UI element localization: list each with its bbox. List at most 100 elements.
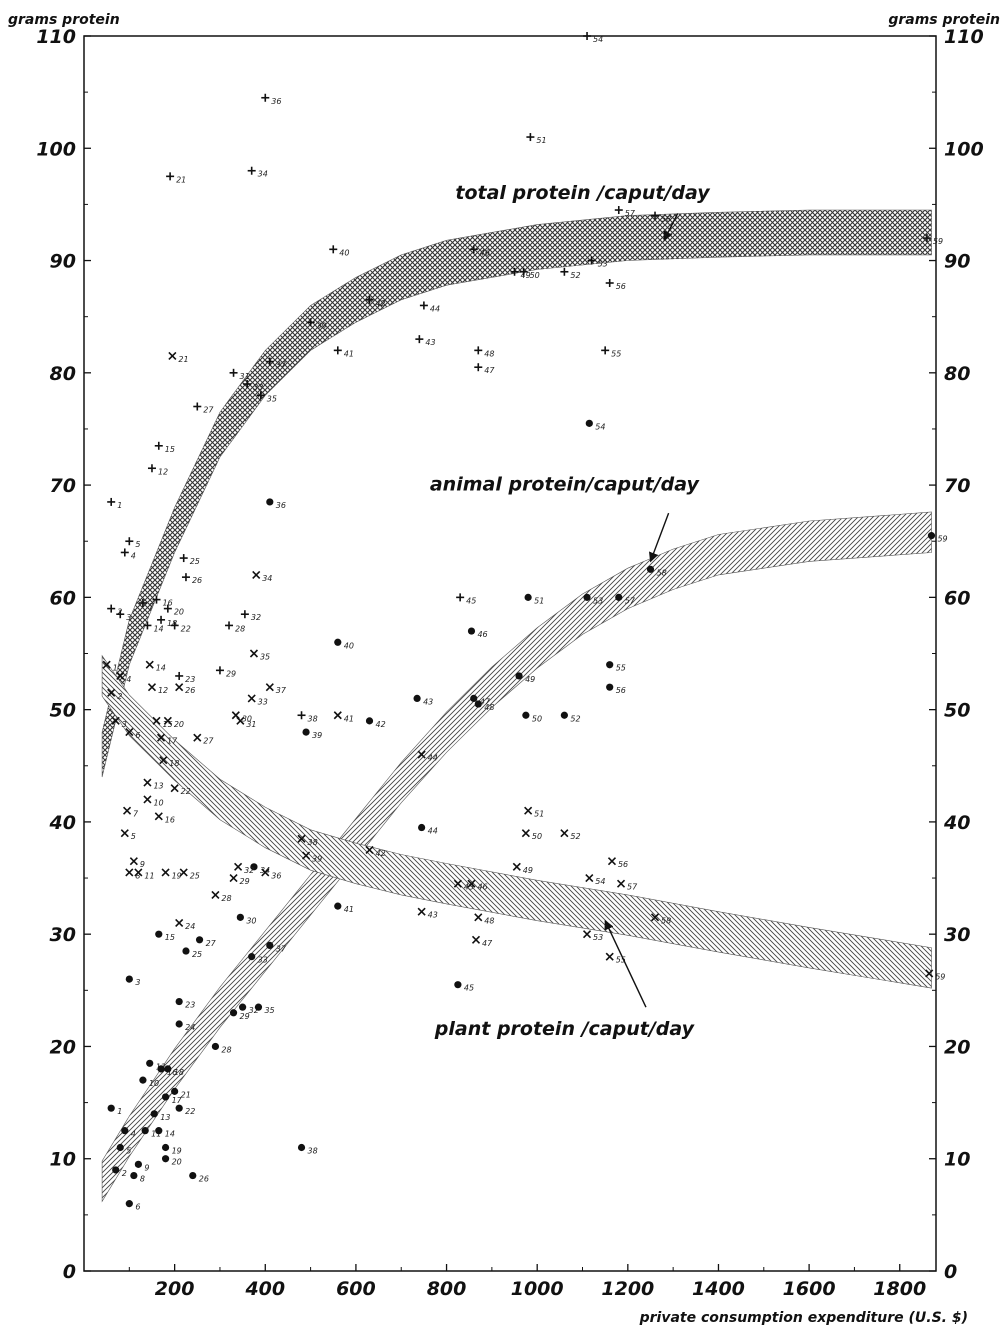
plant-protein-point: 22 <box>170 784 191 796</box>
x-tick-label: 1000 <box>511 1278 564 1300</box>
plant-protein-point-label: 52 <box>570 832 580 841</box>
total-protein-point-label: 35 <box>267 394 277 403</box>
animal-protein-point: 22 <box>175 1104 195 1116</box>
animal-protein-point: 14 <box>155 1127 175 1139</box>
animal-protein-point-label: 19 <box>172 1147 182 1156</box>
total-protein-point-label: 46 <box>480 248 490 257</box>
animal-protein-point-label: 8 <box>140 1175 145 1184</box>
total-protein-point-label: 28 <box>235 624 245 633</box>
total-protein-point-label: 43 <box>425 338 435 347</box>
plant-protein-point: 26 <box>175 683 195 695</box>
plant-protein-point: 31 <box>236 716 257 729</box>
plant-protein-point-label: 43 <box>428 911 438 920</box>
animal-protein-point: 20 <box>161 1155 182 1167</box>
total-protein-point: 53 <box>587 256 608 269</box>
plant-protein-point: 6 <box>125 728 140 740</box>
total-protein-point-label: 42 <box>376 299 386 308</box>
plant-protein-point: 51 <box>524 806 544 819</box>
x-tick-label: 600 <box>336 1278 376 1300</box>
animal-protein-point-label: 27 <box>206 939 217 948</box>
plant-protein-point-label: 3 <box>122 720 127 729</box>
plant-protein-point-label: 46 <box>477 883 487 892</box>
plant-protein-point: 46 <box>467 879 488 892</box>
total-protein-point-label: 37 <box>276 361 287 370</box>
total-protein-point-label: 38 <box>308 714 318 723</box>
plant-protein-point: 35 <box>249 649 270 662</box>
y-tick-label-right: 30 <box>944 924 970 946</box>
animal-protein-point: 16 <box>157 1065 177 1077</box>
plant-protein-point: 3 <box>111 716 127 729</box>
total-protein-point: 16 <box>152 595 173 608</box>
y-tick-label-right: 90 <box>944 251 970 273</box>
y-tick-label-right: 20 <box>944 1036 970 1058</box>
animal-protein-point-label: 9 <box>144 1163 149 1172</box>
plant-protein-point-label: 29 <box>240 877 250 886</box>
plant-protein-point: 9 <box>129 857 145 869</box>
band-total-protein <box>101 209 932 778</box>
x-tick-label: 800 <box>427 1278 467 1300</box>
plant-protein-point: 47 <box>471 935 493 948</box>
annotation-animal-protein: animal protein/caput/day <box>430 474 701 496</box>
y-tick-label-left: 60 <box>50 587 76 609</box>
total-protein-point-label: 14 <box>153 624 163 633</box>
x-tick-label: 1600 <box>783 1278 836 1300</box>
animal-protein-point-label: 52 <box>570 714 580 723</box>
plant-protein-point: 59 <box>925 969 945 981</box>
plant-protein-point-label: 51 <box>534 810 544 819</box>
animal-protein-point-label: 53 <box>593 596 603 605</box>
animal-protein-point-label: 49 <box>525 675 535 684</box>
animal-protein-point: 29 <box>229 1009 250 1021</box>
y-tick-label-left: 50 <box>50 700 76 722</box>
plant-protein-point-label: 15 <box>163 720 173 729</box>
animal-protein-point: 54 <box>585 419 605 431</box>
plant-protein-point: 48 <box>474 913 494 925</box>
plant-protein-point: 53 <box>582 930 603 942</box>
total-protein-point-label: 20 <box>174 608 184 617</box>
animal-protein-point-label: 41 <box>344 905 354 914</box>
plant-protein-point: 16 <box>154 812 175 824</box>
total-protein-point-label: 51 <box>536 136 546 145</box>
plant-protein-point-label: 5 <box>131 832 136 841</box>
plant-protein-point-label: 36 <box>271 871 281 880</box>
total-protein-point-label: 54 <box>593 35 603 44</box>
plant-protein-point: 39 <box>301 851 322 864</box>
animal-protein-point-label: 4 <box>131 1130 136 1139</box>
total-protein-point: 20 <box>163 604 184 617</box>
arrow-total-protein <box>663 213 679 242</box>
total-protein-point-label: 53 <box>598 260 608 269</box>
total-protein-point: 26 <box>181 573 202 585</box>
total-protein-point: 49 <box>510 267 531 280</box>
animal-protein-point-label: 51 <box>534 596 544 605</box>
total-protein-point-label: 5 <box>135 540 140 549</box>
total-protein-point-label: 58 <box>661 215 671 224</box>
animal-protein-point: 48 <box>474 700 494 712</box>
animal-protein-point-label: 1 <box>117 1107 122 1116</box>
x-tick-label: 1200 <box>601 1278 654 1300</box>
animal-protein-point: 50 <box>522 711 542 723</box>
animal-protein-point: 25 <box>182 947 202 959</box>
total-protein-point: 46 <box>469 245 490 257</box>
plant-protein-point: 27 <box>193 733 214 746</box>
total-protein-point-label: 41 <box>344 349 354 358</box>
animal-protein-point: 36 <box>266 498 286 510</box>
animal-protein-point-label: 43 <box>423 697 433 706</box>
total-protein-point-label: 16 <box>163 599 173 608</box>
x-tick-label: 400 <box>244 1278 285 1300</box>
annotation-total-protein: total protein /caput/day <box>455 182 711 204</box>
animal-protein-point: 26 <box>189 1171 209 1184</box>
animal-protein-point: 37 <box>266 941 287 953</box>
total-protein-point: 18 <box>157 615 177 628</box>
plant-protein-point-label: 50 <box>532 832 542 841</box>
animal-protein-point: 43 <box>413 694 433 706</box>
plant-protein-point-label: 22 <box>181 787 191 796</box>
animal-protein-point-label: 18 <box>174 1068 184 1077</box>
plant-protein-point: 14 <box>145 660 166 673</box>
total-protein-point: 56 <box>605 279 626 291</box>
y-tick-label-right: 40 <box>943 812 970 834</box>
total-protein-point: 47 <box>474 363 495 375</box>
animal-protein-point: 39 <box>302 728 322 740</box>
total-protein-point: 59 <box>922 234 943 246</box>
plant-protein-point-label: 54 <box>595 877 605 886</box>
plant-protein-point: 34 <box>252 570 272 583</box>
animal-protein-point-label: 46 <box>477 630 487 639</box>
